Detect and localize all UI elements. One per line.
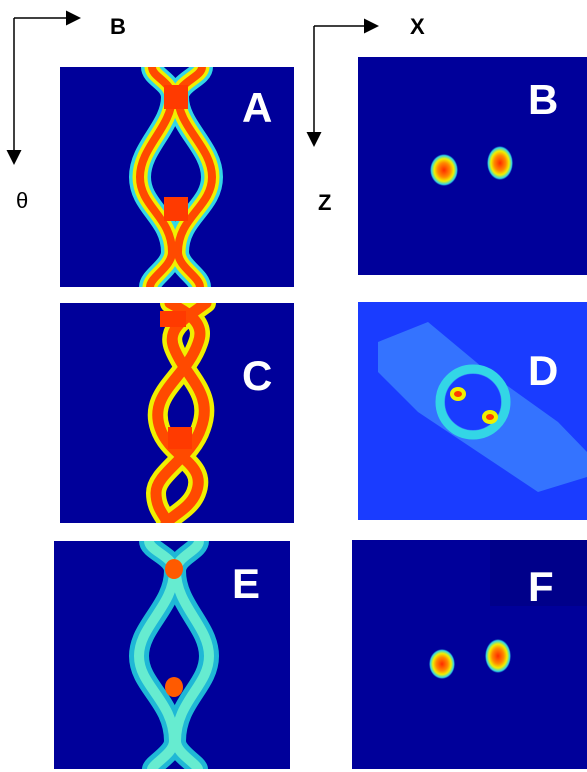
- axis-label-z: Z: [318, 190, 332, 215]
- panel-a: A: [60, 67, 294, 287]
- panel-e-label: E: [232, 560, 261, 607]
- panel-f: F: [352, 540, 587, 769]
- axis-label-x: X: [410, 14, 425, 39]
- panel-b-spots: [430, 146, 513, 186]
- panel-d-label: D: [528, 347, 559, 394]
- panel-e-helix: [128, 541, 220, 769]
- panel-f-spots: [429, 540, 587, 679]
- panel-d: D: [358, 302, 587, 520]
- panel-c-helix: [145, 303, 216, 523]
- panel-e: E: [54, 541, 290, 769]
- left-axis-arrows: [6, 10, 81, 165]
- panel-d-ring: [378, 322, 587, 492]
- panel-b: B: [358, 57, 587, 275]
- panel-b-label: B: [528, 76, 559, 123]
- right-axis-arrows: [306, 18, 379, 147]
- panel-a-helix: [128, 67, 224, 287]
- axis-label-b: B: [110, 14, 126, 39]
- panel-f-label: F: [528, 563, 554, 610]
- panel-a-label: A: [242, 84, 273, 131]
- panel-c: C: [60, 303, 294, 523]
- panel-c-label: C: [242, 352, 273, 399]
- axis-label-theta: θ: [16, 188, 29, 213]
